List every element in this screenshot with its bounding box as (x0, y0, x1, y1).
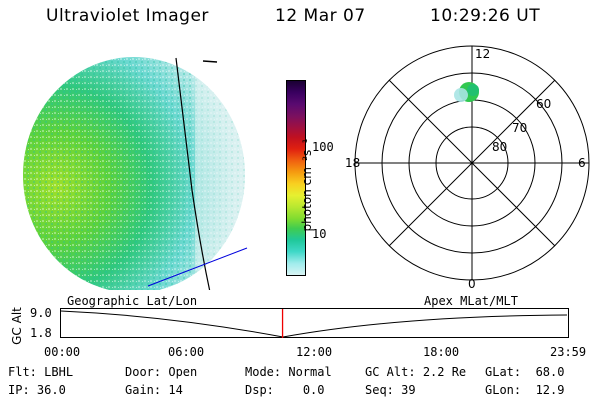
status-glat: GLat: 68.0 (485, 365, 565, 379)
seq-value: 39 (401, 383, 416, 397)
polar-diagonal-2 (388, 79, 556, 247)
terminator-line (175, 57, 211, 290)
flt-value: LBHL (44, 365, 74, 379)
orbit-mark (202, 60, 218, 63)
ip-value: 36.0 (36, 383, 66, 397)
x-tick-2359: 23:59 (550, 345, 587, 359)
colorbar-unit-label: photon cm⁻²s⁻¹ (300, 138, 314, 232)
lat-label-60: 60 (536, 97, 551, 111)
time-label: 10:29:26 UT (430, 6, 541, 26)
x-tick-0600: 06:00 (168, 345, 205, 359)
y-tick-max: 9.0 (30, 306, 52, 320)
altitude-timeline (60, 308, 569, 338)
geographic-caption: Geographic Lat/Lon (67, 294, 198, 308)
mlt-label-12: 12 (475, 47, 490, 61)
glat-value: 68.0 (535, 365, 565, 379)
status-mode: Mode: Normal (245, 365, 332, 379)
mode-value: Normal (288, 365, 332, 379)
mlt-label-18: 18 (345, 156, 360, 170)
dsp-value: 0.0 (302, 383, 325, 397)
status-glon: GLon: 12.9 (485, 383, 565, 397)
colorbar-tick-100: 100 (312, 140, 334, 154)
x-tick-1200: 12:00 (296, 345, 333, 359)
status-door: Door: Open (125, 365, 198, 379)
x-tick-0000: 00:00 (44, 345, 81, 359)
polar-plot: 12 0 18 6 60 70 80 (345, 45, 590, 290)
mlt-label-0: 0 (468, 277, 476, 290)
mlt-label-6: 6 (578, 156, 586, 170)
glon-value: 12.9 (535, 383, 565, 397)
apex-caption: Apex MLat/MLT (424, 294, 518, 308)
status-ip: IP: 36.0 (8, 383, 66, 397)
instrument-title: Ultraviolet Imager (46, 6, 209, 26)
colorbar (286, 80, 306, 276)
gc-alt-axis-label: GC Alt (10, 307, 24, 345)
status-gc-alt: GC Alt: 2.2 Re (365, 365, 467, 379)
colorbar-tick-10: 10 (312, 227, 327, 241)
date-label: 12 Mar 07 (275, 6, 366, 26)
altitude-curve (60, 310, 568, 338)
status-seq: Seq: 39 (365, 383, 416, 397)
y-tick-min: 1.8 (30, 326, 52, 340)
status-dsp: Dsp: 0.0 (245, 383, 325, 397)
lat-label-80: 80 (492, 140, 507, 154)
orbit-track-line (147, 247, 248, 287)
gain-value: 14 (168, 383, 183, 397)
gc-alt-value: 2.2 Re (422, 365, 467, 379)
geographic-image (23, 57, 248, 290)
x-tick-1800: 18:00 (423, 345, 460, 359)
door-value: Open (168, 365, 198, 379)
status-gain: Gain: 14 (125, 383, 183, 397)
status-flt: Flt: LBHL (8, 365, 74, 379)
lat-label-70: 70 (512, 121, 527, 135)
